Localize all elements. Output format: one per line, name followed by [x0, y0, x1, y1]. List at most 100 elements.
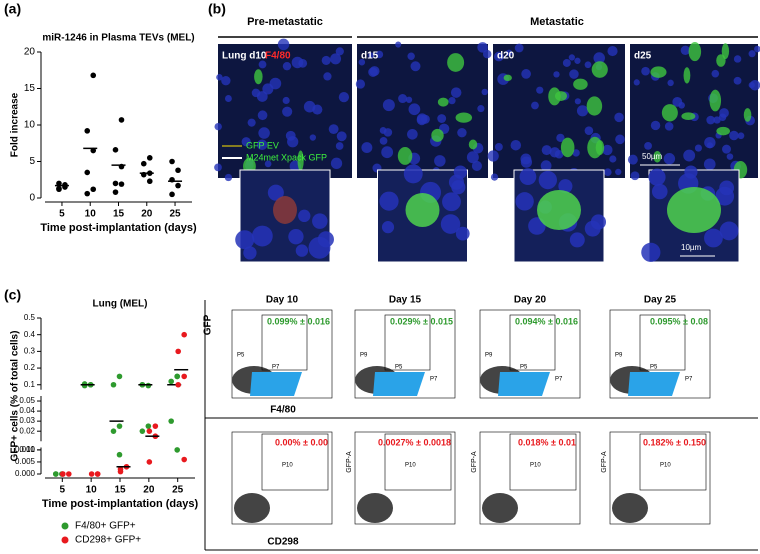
y-tick-label: 15	[24, 83, 36, 94]
nucleus	[754, 45, 760, 53]
gate-value: 0.029% ± 0.015	[390, 316, 453, 326]
day-label: Day 10	[266, 295, 299, 306]
nucleus	[379, 136, 388, 145]
data-point	[110, 428, 117, 434]
nucleus	[683, 149, 696, 162]
nucleus	[667, 79, 674, 87]
y-tick-label: 0.01	[19, 445, 35, 454]
nucleus	[317, 231, 334, 248]
day-label: Day 15	[389, 295, 422, 306]
nucleus	[382, 99, 395, 112]
scale-label: 50µm	[642, 152, 663, 161]
gate-label: P10	[660, 463, 671, 469]
nucleus	[521, 69, 531, 79]
gate-label: P7	[685, 377, 693, 383]
y-tick-label: 0	[29, 193, 35, 204]
gate-label: P10	[282, 463, 293, 469]
nucleus	[355, 79, 366, 89]
gfp-signal	[661, 104, 678, 122]
nucleus	[224, 95, 232, 102]
nucleus	[214, 122, 222, 131]
gfp-signal	[397, 147, 413, 165]
nucleus	[569, 232, 585, 248]
gfp-signal	[548, 87, 561, 106]
nucleus	[216, 74, 223, 81]
nucleus	[515, 192, 534, 211]
events	[357, 493, 393, 523]
data-point	[146, 155, 153, 161]
nucleus	[224, 173, 233, 182]
nucleus	[663, 153, 676, 165]
data-point	[175, 381, 181, 388]
data-point	[175, 348, 181, 355]
chart-title: Lung (MEL)	[93, 299, 148, 310]
legend-label: CD298+ GFP+	[75, 535, 141, 546]
chart-title: miR-1246 in Plasma TEVs (MEL)	[42, 33, 194, 44]
nucleus	[553, 71, 560, 78]
nucleus	[477, 105, 485, 113]
nucleus	[505, 49, 513, 57]
nucleus	[267, 184, 284, 201]
flow-axis-title: GFP-A	[346, 451, 353, 473]
nucleus	[574, 57, 581, 64]
data-point	[88, 471, 95, 477]
nucleus	[569, 69, 579, 79]
nucleus	[572, 149, 580, 157]
y-axis-title: GFP+ cells (% of total cells)	[10, 331, 21, 462]
data-point	[175, 182, 181, 189]
nucleus	[321, 55, 331, 65]
nucleus	[568, 54, 576, 61]
nucleus	[312, 213, 328, 229]
group-label: Pre-metastatic	[247, 16, 323, 28]
data-point	[66, 471, 72, 477]
gate-p5	[509, 314, 556, 371]
nucleus	[562, 59, 571, 67]
y-tick-label: 0.03	[19, 416, 35, 425]
data-point	[90, 186, 97, 193]
nucleus	[410, 61, 421, 72]
nucleus	[722, 144, 731, 154]
tile-label: d20	[497, 51, 515, 62]
nucleus	[584, 126, 594, 135]
gate-label: P5	[520, 365, 528, 371]
gfp-signal	[591, 61, 608, 78]
nucleus	[258, 60, 267, 69]
nucleus	[358, 58, 366, 66]
data-point	[94, 471, 101, 477]
gfp-signal	[683, 67, 691, 84]
nucleus	[368, 67, 378, 77]
micrograph: Lung d10	[214, 38, 352, 263]
nucleus	[549, 147, 560, 158]
data-point	[181, 373, 187, 380]
gfp-signal	[681, 112, 696, 121]
gfp-signal	[595, 140, 605, 156]
nucleus	[719, 108, 729, 118]
events	[612, 493, 648, 523]
nucleus	[453, 165, 468, 179]
data-point	[145, 382, 152, 389]
gate-value: 0.0027% ± 0.0018	[378, 437, 451, 447]
nucleus	[291, 56, 304, 69]
gate-value: 0.095% ± 0.08	[650, 316, 708, 326]
nucleus	[574, 98, 581, 105]
gfp-signal	[503, 74, 512, 82]
gate-value: 0.094% ± 0.016	[515, 316, 578, 326]
nucleus	[335, 142, 344, 150]
gfp-signal	[431, 128, 444, 142]
gate-label: P9	[615, 353, 623, 359]
flow-axis-title: F4/80	[270, 405, 296, 416]
nucleus	[398, 94, 408, 104]
flow-frame	[479, 431, 581, 525]
nucleus	[576, 105, 589, 117]
legend-marker	[61, 522, 69, 530]
data-point	[139, 428, 146, 434]
data-point	[117, 468, 124, 475]
nucleus	[651, 183, 668, 200]
nucleus	[487, 150, 499, 162]
gate-label: P5	[395, 365, 403, 371]
nucleus	[615, 134, 625, 145]
nucleus	[288, 228, 304, 245]
nucleus	[630, 171, 640, 181]
gfp-signal	[667, 187, 721, 233]
data-point	[56, 186, 62, 193]
